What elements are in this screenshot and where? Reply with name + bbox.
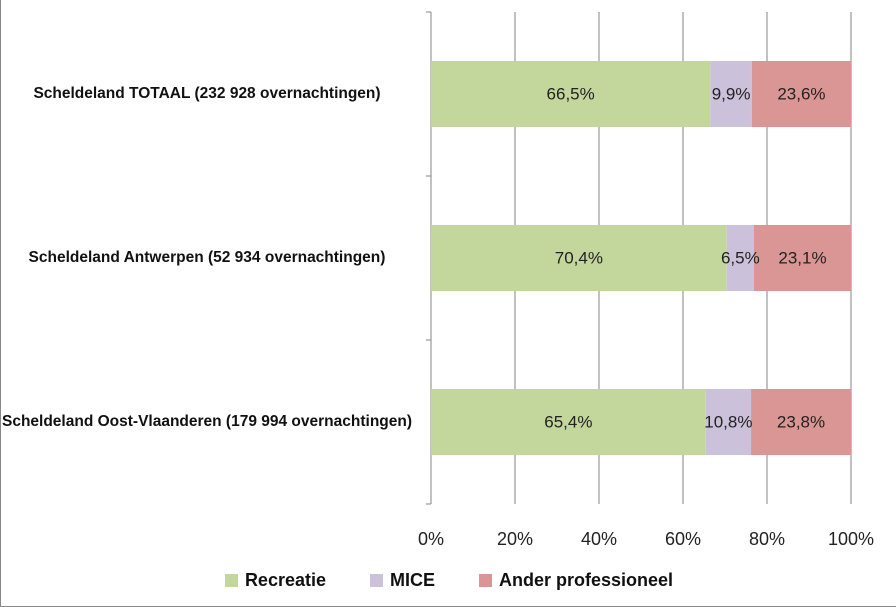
value-label: 10,8% [704, 412, 752, 431]
value-label: 6,5% [721, 248, 760, 267]
legend: Recreatie MICE Ander professioneel [1, 570, 896, 591]
legend-item: MICE [370, 570, 435, 591]
bar-segment [710, 61, 752, 127]
value-label: 23,6% [777, 84, 825, 103]
legend-swatch [370, 574, 383, 587]
bar-segment [751, 61, 851, 127]
x-tick-label: 60% [665, 529, 701, 549]
bar-segment [431, 389, 706, 455]
x-tick-label: 80% [749, 529, 785, 549]
x-tick-label: 20% [497, 529, 533, 549]
value-label: 70,4% [555, 248, 603, 267]
value-label: 23,1% [778, 248, 826, 267]
x-tick-label: 100% [828, 529, 874, 549]
bar-segment [753, 225, 851, 291]
legend-item: Ander professioneel [479, 570, 673, 591]
legend-label: Ander professioneel [499, 570, 674, 590]
value-label: 23,8% [777, 412, 825, 431]
legend-label: Recreatie [244, 570, 326, 590]
category-label: Scheldeland Antwerpen (52 934 overnachti… [28, 249, 386, 266]
bar-segment [705, 389, 752, 455]
x-tick-label: 40% [581, 529, 617, 549]
bar-segment [431, 61, 711, 127]
legend-item: Recreatie [224, 570, 326, 591]
value-label: 66,5% [547, 84, 595, 103]
legend-swatch [224, 574, 238, 587]
legend-swatch [479, 574, 492, 587]
x-tick-label: 0% [418, 529, 444, 549]
bar-segment [751, 389, 851, 455]
value-label: 65,4% [544, 412, 592, 431]
bar-segment [726, 225, 754, 291]
value-label: 9,9% [712, 84, 751, 103]
category-label: Scheldeland TOTAAL (232 928 overnachting… [33, 85, 381, 102]
category-label: Scheldeland Oost-Vlaanderen (179 994 ove… [1, 413, 413, 430]
bar-segment [431, 225, 727, 291]
legend-label: MICE [390, 570, 435, 590]
